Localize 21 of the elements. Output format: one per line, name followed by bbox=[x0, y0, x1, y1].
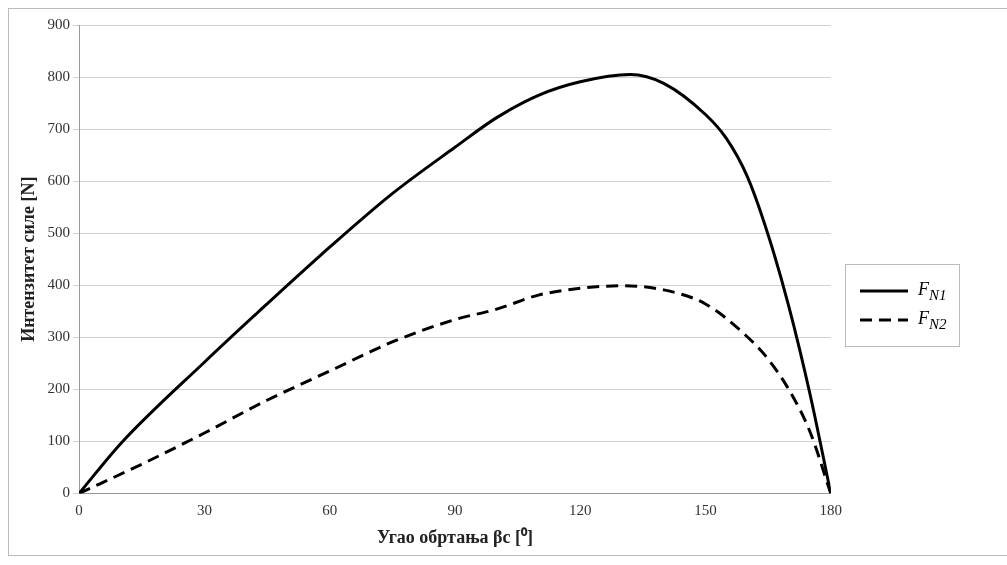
y-tick-label: 0 bbox=[62, 484, 71, 501]
y-tick-label: 700 bbox=[47, 120, 71, 137]
y-tick-label: 200 bbox=[47, 380, 71, 397]
y-axis-title: Интензитет силе [N] bbox=[18, 176, 39, 342]
y-tick-label: 600 bbox=[47, 172, 71, 189]
x-tick-label: 0 bbox=[75, 502, 83, 519]
x-tick-label: 120 bbox=[568, 502, 592, 519]
y-tick-label: 900 bbox=[47, 15, 71, 32]
x-tick-label: 90 bbox=[447, 502, 463, 519]
x-tick-label: 30 bbox=[196, 502, 212, 519]
legend-label: F$_{N2}$ bbox=[918, 307, 947, 333]
y-tick-label: 500 bbox=[47, 224, 71, 241]
x-tick-label: 60 bbox=[322, 502, 338, 519]
y-tick-label: 800 bbox=[47, 67, 71, 84]
y-tick-label: 400 bbox=[47, 276, 71, 293]
x-tick-label: 150 bbox=[694, 502, 717, 519]
x-tick-label: 180 bbox=[819, 502, 842, 519]
x-axis-title: Угао обртања βc [⁰] bbox=[376, 526, 533, 547]
y-tick-label: 100 bbox=[47, 432, 71, 449]
legend-label: F$_{N1}$ bbox=[918, 279, 947, 304]
y-tick-label: 300 bbox=[47, 328, 71, 345]
